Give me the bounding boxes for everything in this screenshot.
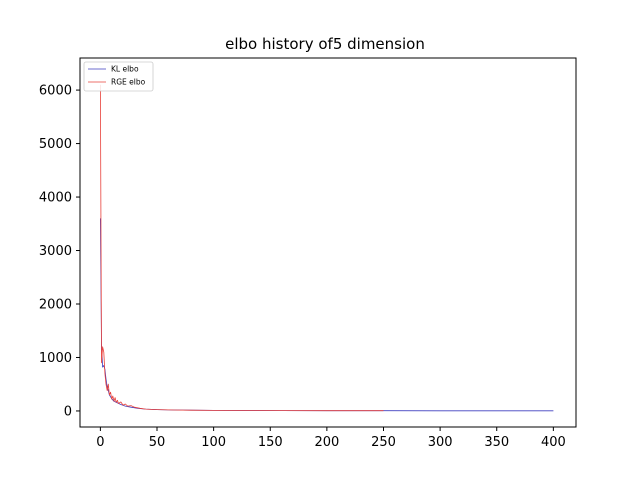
y-tick-label: 0: [64, 404, 72, 419]
x-axis: 0 50 100 150 200 250 300 350 400: [96, 427, 566, 450]
x-tick-label: 250: [371, 435, 396, 450]
series-line-2: [100, 84, 384, 412]
legend-label-1: KL elbo: [111, 65, 139, 74]
x-tick-label: 150: [258, 435, 283, 450]
x-tick-label: 0: [96, 435, 104, 450]
x-tick-label: 350: [484, 435, 509, 450]
y-tick-label: 6000: [39, 84, 72, 99]
x-tick-label: 300: [428, 435, 453, 450]
x-tick-label: 200: [314, 435, 339, 450]
x-tick-label: 50: [149, 435, 166, 450]
y-tick-label: 3000: [39, 244, 72, 259]
series-line-1: [100, 218, 554, 412]
legend-label-2: RGE elbo: [111, 78, 146, 87]
legend: KL elbo RGE elbo: [83, 61, 154, 92]
plot-frame: [79, 57, 577, 428]
y-tick-label: 5000: [39, 137, 72, 152]
plot-series: [100, 84, 554, 412]
x-tick-label: 400: [541, 435, 566, 450]
y-tick-label: 4000: [39, 191, 72, 206]
chart-title: elbo history of5 dimension: [225, 35, 425, 53]
x-tick-label: 100: [201, 435, 226, 450]
y-tick-label: 1000: [39, 351, 72, 366]
y-axis: 0 1000 2000 3000 4000 5000 6000: [39, 84, 80, 419]
y-tick-label: 2000: [39, 298, 72, 313]
